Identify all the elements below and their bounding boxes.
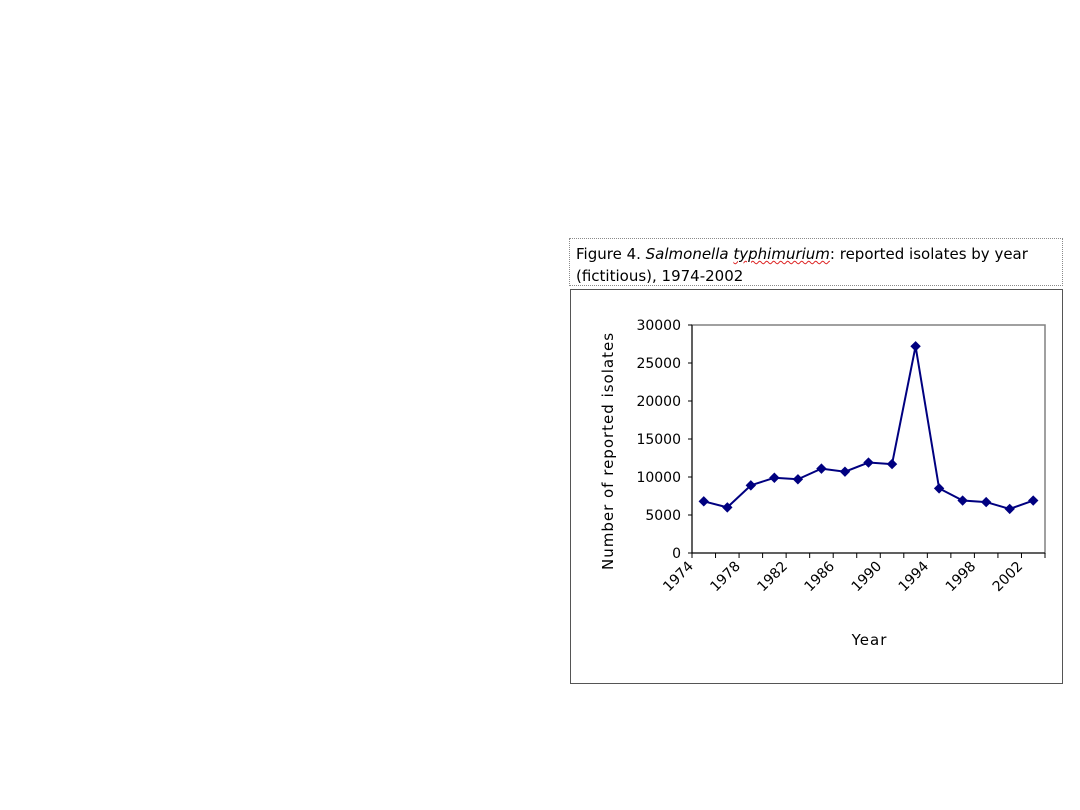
y-tick-label: 25000: [636, 356, 681, 372]
line-chart: 0 5000 10000 15000 20000 25000 30000 1974 1978 19…: [599, 318, 1046, 649]
caption-line2: (fictitious), 1974-2002: [576, 267, 744, 285]
data-point: [933, 483, 945, 494]
data-point: [839, 466, 851, 477]
data-point: [863, 457, 874, 468]
data-point: [745, 480, 757, 491]
caption-suffix: : reported isolates by year: [829, 245, 1028, 263]
x-tick-label: 2002: [990, 559, 1027, 596]
data-point: [769, 472, 780, 483]
caption-prefix: Figure 4.: [576, 245, 646, 263]
caption-genus: Salmonella: [645, 245, 729, 263]
data-point: [1028, 495, 1039, 506]
data-point: [722, 502, 733, 513]
data-point: [792, 474, 804, 485]
y-tick-label: 15000: [636, 432, 681, 448]
data-point: [980, 496, 992, 508]
data-point: [910, 341, 921, 352]
x-tick-label: 1986: [802, 558, 839, 595]
y-tick-label: 5000: [645, 508, 681, 524]
x-tick-label: 1978: [707, 559, 744, 596]
x-tick-label: 1990: [849, 559, 886, 596]
data-point: [886, 458, 898, 470]
y-tick-label: 30000: [636, 318, 681, 334]
chart-frame: 0 5000 10000 15000 20000 25000 30000 1974 1978 19…: [570, 289, 1063, 684]
y-tick-label: 0: [672, 546, 681, 562]
x-tick-label: 1994: [896, 558, 933, 595]
data-point: [1004, 503, 1015, 515]
data-point: [957, 495, 968, 506]
x-axis-title: Year: [851, 631, 888, 649]
plot-area: [691, 324, 1046, 554]
figure-caption: Figure 4. Salmonella typhimurium: report…: [569, 238, 1063, 286]
data-point: [698, 496, 709, 507]
y-tick-label: 10000: [636, 470, 681, 486]
x-tick-label: 1974: [660, 558, 697, 595]
x-tick-label: 1998: [943, 559, 980, 596]
caption-species: typhimurium: [733, 245, 830, 263]
y-axis-title: Number of reported isolates: [599, 332, 617, 570]
data-point: [816, 463, 827, 474]
y-tick-label: 20000: [636, 394, 681, 410]
x-tick-label: 1982: [754, 559, 791, 596]
